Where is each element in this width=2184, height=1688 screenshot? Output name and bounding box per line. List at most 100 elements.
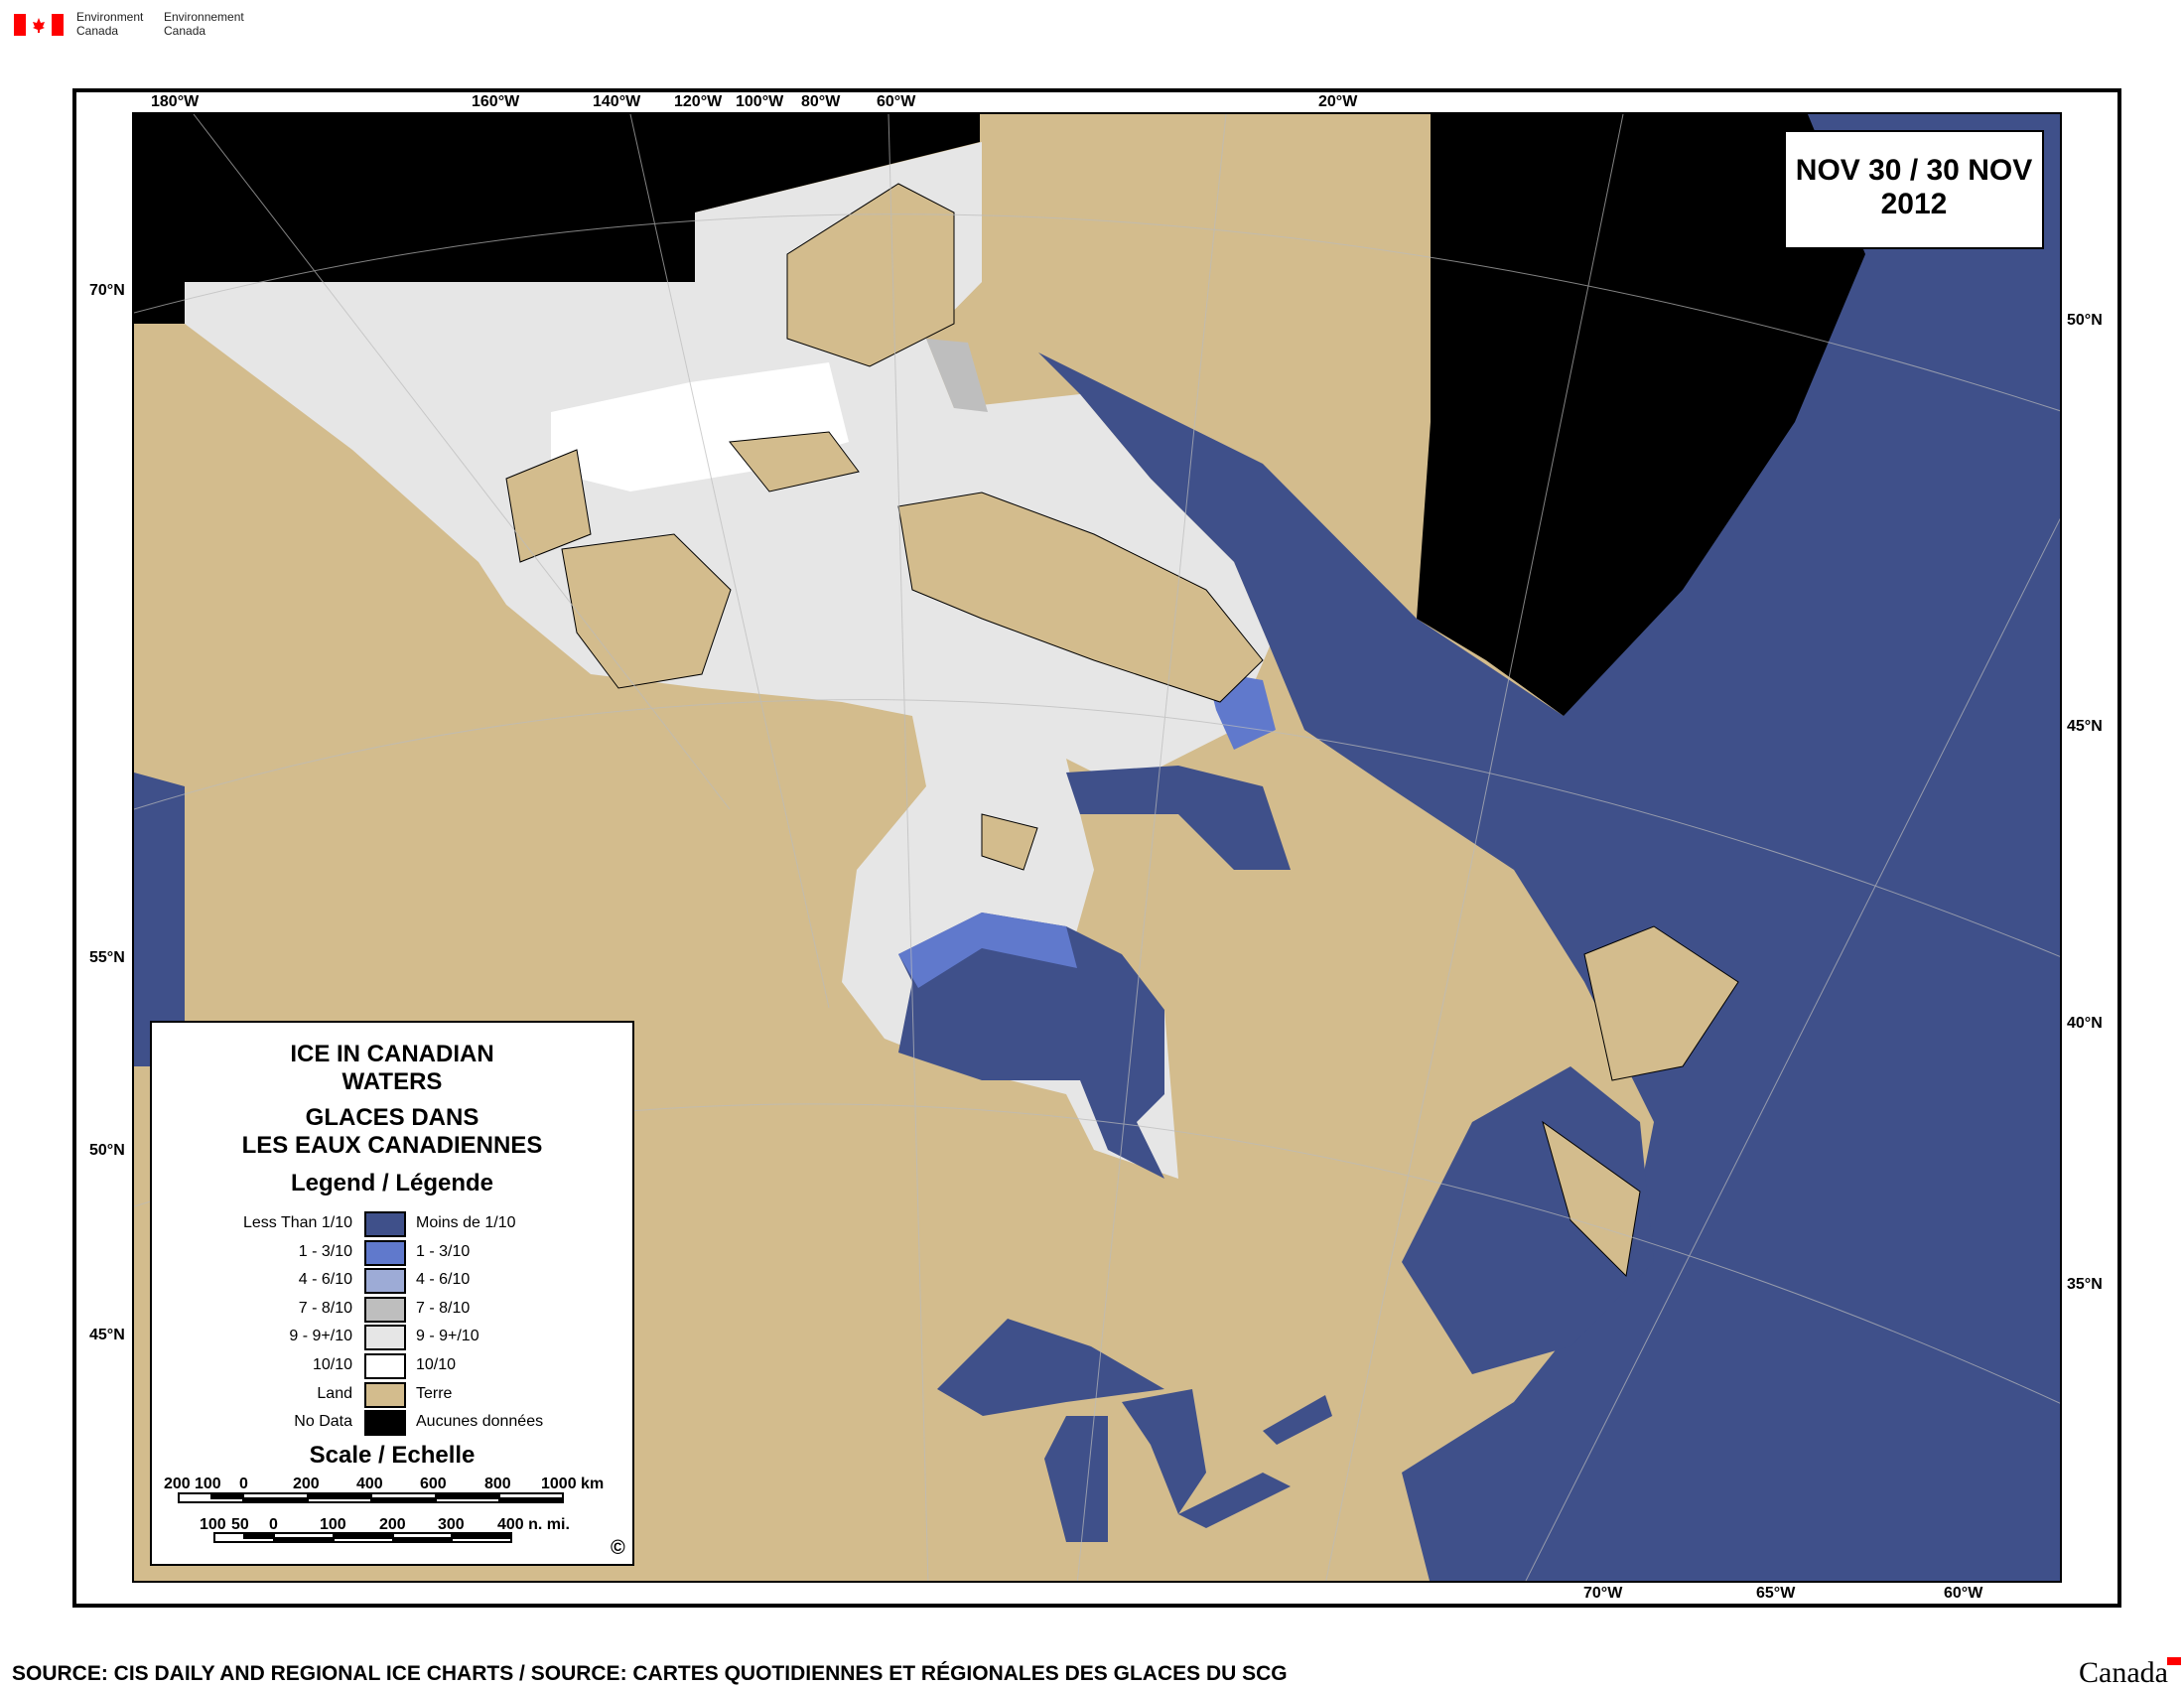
lat-label: 70°N — [89, 282, 125, 299]
graticule-lines — [134, 114, 2060, 1581]
km-scale-bar — [178, 1492, 564, 1503]
legend-label-en: 9 - 9+/10 — [289, 1328, 352, 1345]
lon-label: 120°W — [674, 93, 723, 110]
ellesmere-island — [786, 183, 955, 367]
dept-en-line1: Environment — [76, 10, 144, 24]
legend-swatch — [364, 1296, 406, 1323]
legend-item: Land Terre — [152, 1381, 632, 1408]
lon-label: 70°W — [1583, 1585, 1623, 1602]
lon-label: 140°W — [593, 93, 641, 110]
legend-swatch — [364, 1239, 406, 1266]
km-label: 0 — [239, 1476, 248, 1492]
legend-label-fr: 7 - 8/10 — [416, 1299, 471, 1317]
southampton-island — [981, 813, 1038, 871]
devon-island — [729, 431, 860, 492]
legend-label-en: 7 - 8/10 — [298, 1299, 352, 1317]
lon-label: 20°W — [1318, 93, 1358, 110]
nmi-label: 400 n. mi. — [497, 1516, 570, 1533]
ice-map — [132, 112, 2062, 1583]
atlantic-ocean — [1038, 114, 2060, 1581]
legend-item: 9 - 9+/10 9 - 9+/10 — [152, 1325, 632, 1351]
lat-label: 45°N — [89, 1327, 125, 1343]
scale-heading: Scale / Echelle — [309, 1442, 476, 1469]
date-text: NOV 30 / 30 NOV — [1795, 154, 2033, 187]
nmi-scale-bar — [213, 1532, 512, 1543]
legend-item: No Data Aucunes données — [152, 1410, 632, 1437]
legend-label-fr: Terre — [416, 1384, 453, 1402]
lat-label: 45°N — [2067, 718, 2103, 735]
legend-label-fr: 4 - 6/10 — [416, 1271, 471, 1289]
legend-label-en: 10/10 — [312, 1356, 352, 1373]
legend-item: 1 - 3/10 1 - 3/10 — [152, 1239, 632, 1266]
lake-erie — [1178, 1473, 1291, 1528]
legend-panel: ICE IN CANADIAN WATERS GLACES DANS LES E… — [150, 1021, 634, 1566]
lon-label: 180°W — [151, 93, 200, 110]
legend-swatch — [364, 1381, 406, 1408]
date-box: NOV 30 / 30 NOV 2012 — [1784, 130, 2044, 249]
nmi-label: 100 — [320, 1516, 346, 1533]
legend-label-fr: Moins de 1/10 — [416, 1214, 516, 1231]
lon-label: 60°W — [1944, 1585, 1983, 1602]
legend-heading: Legend / Légende — [290, 1170, 494, 1196]
km-label: 100 — [195, 1476, 221, 1492]
lake-michigan — [1044, 1416, 1108, 1542]
hudson-strait-water — [1066, 766, 1291, 870]
nova-scotia — [1542, 1120, 1641, 1278]
map-frame — [72, 88, 2121, 1608]
legend-item: 4 - 6/10 4 - 6/10 — [152, 1268, 632, 1295]
nmi-label: 300 — [438, 1516, 465, 1533]
pacific-water — [134, 773, 185, 1066]
no-data-arctic — [134, 114, 980, 324]
nmi-label: 100 — [200, 1516, 226, 1533]
legend-title-fr: LES EAUX CANADIENNES — [241, 1132, 543, 1159]
canada-wordmark: Canada — [2079, 1656, 2168, 1688]
legend-label-en: 4 - 6/10 — [298, 1271, 352, 1289]
legend-label-fr: 9 - 9+/10 — [416, 1328, 479, 1345]
dept-en-line2: Canada — [76, 24, 119, 38]
legend-swatch — [364, 1211, 406, 1237]
lon-label: 160°W — [472, 93, 520, 110]
lat-label: 40°N — [2067, 1015, 2103, 1032]
legend-title-en: ICE IN CANADIAN — [290, 1041, 494, 1067]
nmi-label: 50 — [231, 1516, 249, 1533]
lon-label: 100°W — [736, 93, 784, 110]
victoria-island — [561, 533, 732, 689]
legend-label-en: No Data — [294, 1413, 352, 1431]
lon-label: 65°W — [1756, 1585, 1796, 1602]
nmi-label: 200 — [379, 1516, 406, 1533]
legend-title-fr: GLACES DANS — [305, 1104, 479, 1131]
hudson-bay-water — [898, 913, 1164, 1179]
department-name-fr: Environnement Canada — [164, 10, 244, 38]
copyright-icon: © — [611, 1537, 625, 1559]
ice-map-svg — [134, 114, 2060, 1581]
legend-swatch — [364, 1325, 406, 1351]
no-data-greenland — [1417, 114, 1865, 716]
legend-label-en: Land — [317, 1384, 352, 1402]
banks-island — [505, 449, 592, 563]
km-label: 1000 km — [541, 1476, 605, 1492]
legend-swatch — [364, 1353, 406, 1379]
lon-label: 60°W — [877, 93, 916, 110]
wordmark-flag-icon — [2167, 1657, 2181, 1665]
km-label: 800 — [484, 1476, 511, 1492]
legend-item: 7 - 8/10 7 - 8/10 — [152, 1296, 632, 1323]
km-label: 200 — [293, 1476, 320, 1492]
lat-label: 50°N — [89, 1142, 125, 1159]
department-name-en: Environment Canada — [76, 10, 143, 38]
lake-superior — [937, 1319, 1164, 1416]
source-credit: SOURCE: CIS DAILY AND REGIONAL ICE CHART… — [12, 1662, 1288, 1685]
legend-label-fr: 10/10 — [416, 1356, 457, 1373]
legend-swatch — [364, 1410, 406, 1437]
ice-7-8-patch — [926, 339, 988, 412]
canada-flag-icon — [14, 14, 64, 36]
km-label: 200 — [164, 1476, 191, 1492]
km-label: 400 — [356, 1476, 383, 1492]
legend-label-en: 1 - 3/10 — [298, 1242, 352, 1260]
legend-title-en: WATERS — [341, 1068, 443, 1095]
lake-huron — [1122, 1389, 1206, 1514]
legend-item: Less Than 1/10 Moins de 1/10 — [152, 1211, 632, 1237]
lat-label: 35°N — [2067, 1276, 2103, 1293]
dept-fr-line1: Environnement — [164, 10, 244, 24]
scale-bars — [178, 1492, 564, 1543]
